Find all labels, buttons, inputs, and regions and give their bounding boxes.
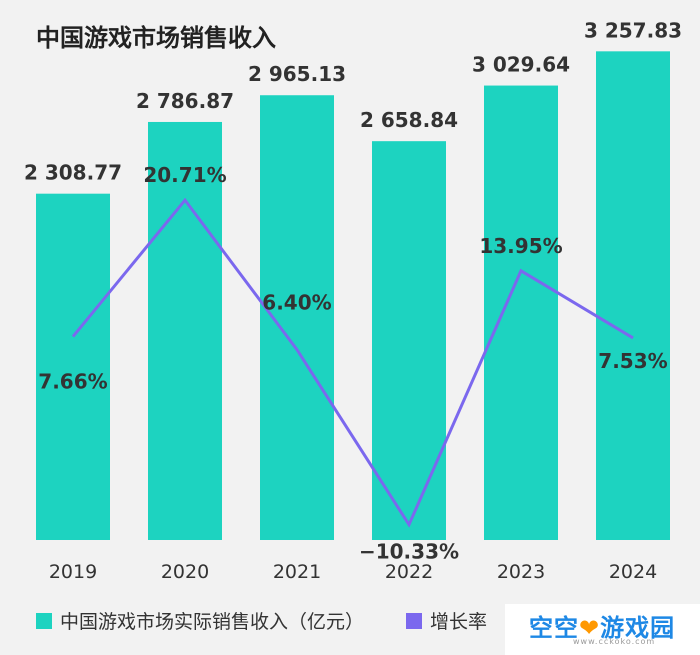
watermark-logo: 空空❤游戏园 (529, 614, 676, 642)
growth-label-2023: 13.95% (479, 234, 562, 258)
bar-value-label-2024: 3 257.83 (584, 18, 682, 42)
watermark-url: www.cckoko.com (573, 637, 656, 646)
legend-swatch-revenue (36, 612, 52, 629)
bar-2024 (596, 51, 670, 540)
bar-value-label-2020: 2 786.87 (136, 89, 234, 113)
x-tick-2022: 2022 (385, 561, 433, 583)
heart-icon: ❤ (579, 614, 601, 642)
chart-title: 中国游戏市场销售收入 (36, 24, 276, 52)
chart-canvas: 2 308.77 2 786.87 2 965.13 2 658.84 3 029.64… (24, 18, 682, 583)
legend-label-growth: 增长率 (430, 611, 488, 633)
growth-label-2021: 6.40% (262, 291, 331, 315)
legend-item-revenue: 中国游戏市场实际销售收入（亿元） (36, 607, 364, 634)
growth-label-2020: 20.71% (143, 163, 226, 187)
legend: 中国游戏市场实际销售收入（亿元） 增长率 (36, 607, 529, 634)
bar-2022 (372, 141, 446, 540)
bar-value-label-2019: 2 308.77 (24, 161, 122, 185)
bar-2019 (36, 193, 110, 540)
legend-label-revenue: 中国游戏市场实际销售收入（亿元） (60, 611, 365, 633)
watermark: 空空❤游戏园 www.cckoko.com (505, 604, 700, 655)
growth-line (71, 197, 634, 528)
bar-value-label-2023: 3 029.64 (472, 53, 570, 77)
x-tick-2023: 2023 (497, 561, 545, 583)
growth-label-2019: 7.66% (38, 370, 107, 394)
bar-2023 (484, 85, 558, 540)
legend-item-growth: 增长率 (406, 607, 487, 634)
bar-2020 (148, 121, 222, 541)
x-tick-2019: 2019 (49, 561, 97, 583)
growth-label-2022: −10.33% (359, 540, 459, 564)
legend-swatch-growth (406, 612, 423, 629)
x-tick-2021: 2021 (273, 561, 321, 583)
bar-value-label-2021: 2 965.13 (248, 62, 346, 86)
x-tick-2024: 2024 (609, 561, 657, 583)
x-tick-2020: 2020 (161, 561, 209, 583)
growth-label-2024: 7.53% (598, 349, 667, 373)
bar-value-label-2022: 2 658.84 (360, 108, 458, 132)
